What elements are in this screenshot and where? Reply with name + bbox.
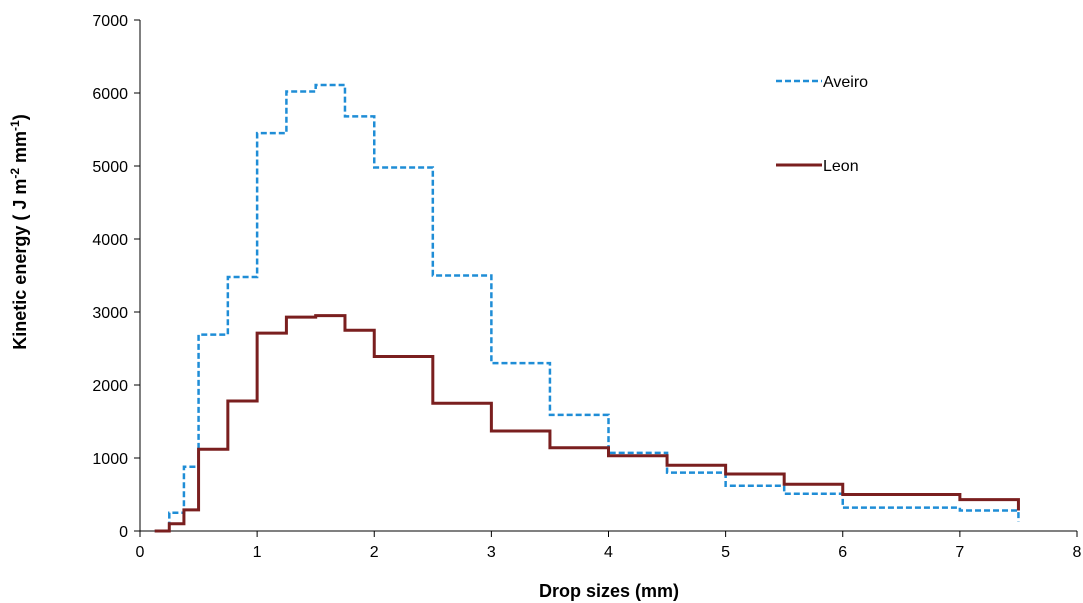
x-tick-label: 8	[1073, 544, 1082, 561]
x-tick-label: 3	[487, 544, 496, 561]
x-axis-ticks: 0 1 2 3 4 5 6 7 8	[136, 531, 1082, 561]
legend-label-leon: Leon	[823, 158, 859, 175]
y-tick-label: 6000	[92, 86, 128, 103]
series-layer	[154, 83, 1020, 533]
y-tick-label: 5000	[92, 159, 128, 176]
legend-label-aveiro: Aveiro	[823, 74, 868, 91]
series-line-leon	[154, 314, 1020, 533]
x-axis-title: Drop sizes (mm)	[539, 581, 679, 601]
y-tick-label: 0	[119, 524, 128, 541]
y-tick-label: 3000	[92, 305, 128, 322]
x-tick-label: 4	[604, 544, 613, 561]
x-tick-label: 5	[721, 544, 730, 561]
series-line-aveiro	[154, 83, 1020, 533]
x-tick-label: 7	[955, 544, 964, 561]
x-tick-label: 0	[136, 544, 145, 561]
legend: Aveiro Leon	[776, 74, 868, 175]
x-tick-label: 6	[838, 544, 847, 561]
y-axis-title: Kinetic energy ( J m-2 mm-1)	[8, 114, 30, 349]
x-tick-label: 1	[253, 544, 262, 561]
x-tick-label: 2	[370, 544, 379, 561]
y-tick-label: 7000	[92, 13, 128, 30]
y-axis-ticks: 0 1000 2000 3000 4000 5000 6000 7000	[92, 13, 140, 541]
y-tick-label: 2000	[92, 378, 128, 395]
y-tick-label: 1000	[92, 451, 128, 468]
y-tick-label: 4000	[92, 232, 128, 249]
